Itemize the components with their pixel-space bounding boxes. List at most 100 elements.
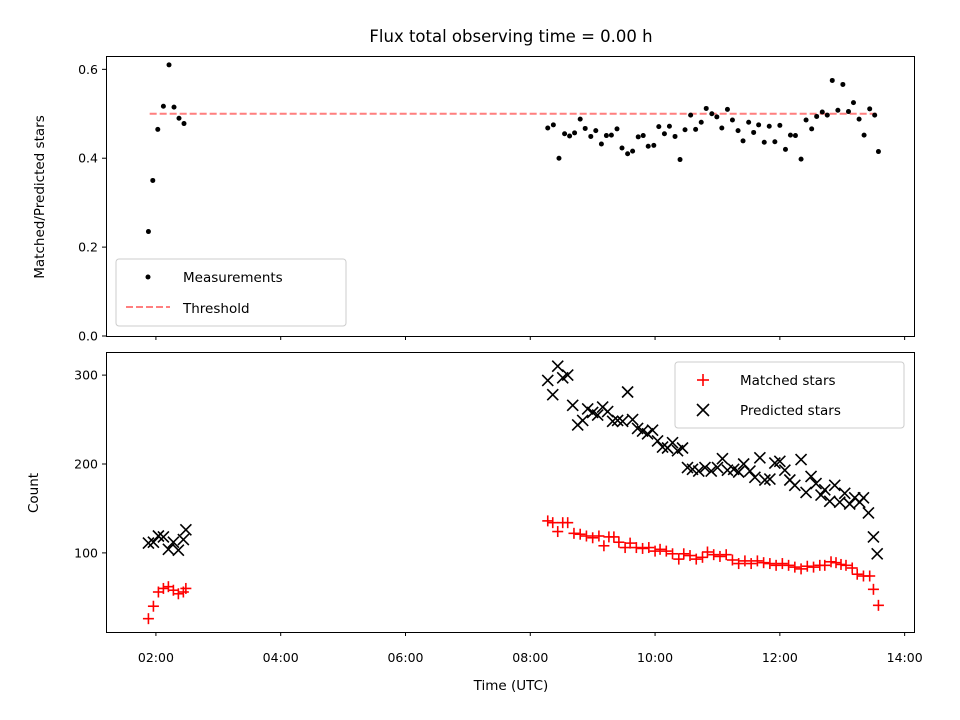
measurement-point — [872, 112, 878, 118]
matched-star-point — [801, 560, 813, 572]
predicted-star-point — [651, 434, 664, 447]
x-tick-label: 04:00 — [263, 650, 299, 665]
matched-star-point — [562, 517, 574, 529]
predicted-star-point — [142, 537, 155, 550]
matched-star-point — [147, 600, 159, 612]
predicted-star-point — [809, 477, 823, 490]
matched-star-point — [745, 558, 757, 570]
predicted-star-point — [871, 547, 884, 560]
top-plot-area — [145, 62, 881, 235]
predicted-star-point — [626, 413, 639, 426]
measurement-point — [593, 128, 599, 134]
measurement-point — [719, 125, 725, 131]
measurement-point — [630, 148, 636, 154]
matched-star-point — [830, 557, 842, 569]
bottom-y-axis-label: Count — [26, 473, 42, 513]
measurement-point — [698, 119, 704, 125]
measurement-point — [150, 177, 156, 183]
y-tick-label: 0.0 — [78, 329, 98, 344]
top-y-ticks: 0.0 0.2 0.4 0.6 — [78, 62, 106, 344]
matched-star-point — [825, 556, 837, 568]
measurement-point — [160, 103, 166, 109]
measurement-point — [798, 156, 804, 162]
predicted-star-point — [546, 388, 559, 401]
measurement-point — [751, 129, 757, 135]
measurement-point — [724, 106, 730, 112]
predicted-star-point — [172, 544, 185, 557]
x-tick-label: 08:00 — [512, 650, 548, 665]
measurement-point — [688, 112, 694, 118]
measurement-point — [714, 114, 720, 120]
predicted-star-point — [646, 424, 659, 437]
predicted-star-point — [818, 483, 831, 496]
matched-star-point — [180, 582, 192, 594]
matched-star-point — [701, 546, 713, 558]
matched-star-point — [846, 562, 858, 574]
x-tick-label: 12:00 — [762, 650, 798, 665]
bottom-axes: Count Time (UTC) 100 200 300 02:00 04:00 06:… — [26, 352, 923, 694]
matched-star-point — [624, 537, 636, 549]
predicted-star-point — [705, 465, 718, 478]
predicted-star-point — [799, 486, 813, 499]
predicted-star-point — [566, 399, 579, 412]
measurement-point — [588, 133, 594, 139]
matched-star-point — [608, 531, 620, 543]
matched-star-point — [867, 583, 879, 595]
x-tick-label: 02:00 — [138, 650, 174, 665]
predicted-star-point — [867, 530, 880, 543]
measurement-point — [772, 139, 778, 145]
matched-star-point — [580, 530, 592, 542]
y-tick-label: 200 — [74, 457, 98, 472]
measurement-point — [840, 81, 846, 87]
top-legend-box — [115, 258, 347, 327]
matched-star-point — [568, 527, 580, 539]
matched-star-point — [708, 549, 720, 561]
measurement-point — [682, 127, 688, 133]
predicted-star-point — [753, 451, 766, 464]
predicted-star-point — [823, 495, 836, 508]
measurement-point — [856, 116, 862, 122]
measurement-point — [803, 117, 809, 123]
predicted-star-point — [795, 453, 808, 466]
matched-star-point — [673, 553, 685, 565]
measurement-point — [740, 138, 746, 144]
measurement-point — [809, 126, 815, 132]
predicted-star-point — [656, 441, 669, 454]
measurement-point — [666, 123, 672, 129]
legend-predicted-label: Predicted stars — [740, 403, 841, 419]
predicted-star-point — [541, 374, 554, 387]
measurement-point — [787, 132, 793, 138]
predicted-star-point — [581, 402, 594, 415]
matched-star-point — [789, 561, 801, 573]
predicted-star-point — [606, 415, 619, 428]
matched-star-point — [613, 536, 625, 548]
measurement-point — [181, 121, 187, 127]
matched-star-point — [649, 545, 661, 557]
matched-star-point — [751, 555, 763, 567]
measurement-point — [567, 133, 573, 139]
predicted-star-point — [838, 487, 851, 500]
x-tick-label: 10:00 — [637, 650, 673, 665]
top-axes: Matched/Predicted stars 0.0 0.2 0.4 0.6 Mea… — [32, 56, 915, 344]
predicted-star-point — [843, 497, 856, 511]
matched-star-point — [795, 563, 807, 575]
predicted-star-point — [743, 465, 756, 478]
measurement-point — [761, 139, 767, 145]
measurement-point — [166, 62, 172, 68]
y-tick-label: 0.6 — [78, 62, 98, 77]
y-tick-label: 300 — [74, 368, 98, 383]
measurement-point — [598, 141, 604, 147]
matched-star-point — [684, 550, 696, 562]
measurement-point — [735, 128, 741, 134]
matched-star-point — [835, 558, 847, 570]
matched-star-point — [840, 559, 852, 571]
measurement-point — [845, 109, 851, 115]
matched-star-point — [872, 599, 884, 611]
matched-star-point — [739, 555, 751, 567]
legend-measurements-label: Measurements — [183, 270, 283, 286]
predicted-star-point — [616, 415, 629, 428]
predicted-star-point — [162, 543, 175, 556]
legend-matched-label: Matched stars — [740, 373, 836, 389]
predicted-star-point — [551, 360, 564, 373]
